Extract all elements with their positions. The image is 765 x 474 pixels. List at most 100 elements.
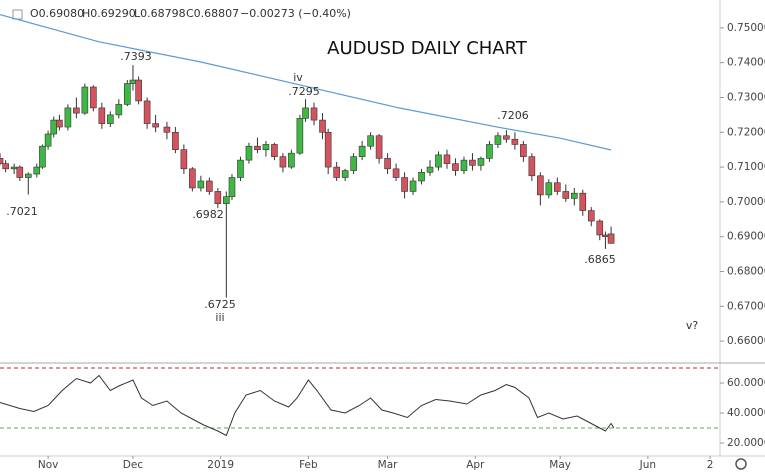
annotation: .6725 [204, 298, 236, 311]
x-tick-label: Nov [38, 459, 59, 471]
candle-body [152, 123, 159, 128]
candle-body [418, 171, 425, 182]
candle-body [341, 170, 349, 178]
candle-body [143, 100, 151, 124]
x-tick-label: 2019 [207, 459, 234, 471]
x-tick-label: Jun [639, 459, 656, 471]
annotation: .7295 [288, 85, 320, 98]
candle-body [279, 156, 287, 168]
ohlc-label: O0.69080 [30, 7, 84, 20]
candle-body [319, 119, 326, 133]
candle-body [115, 104, 123, 116]
candle-body [528, 156, 536, 177]
annotation: .6865 [584, 253, 616, 266]
annotation: iii [215, 311, 224, 324]
candle-body [571, 192, 578, 199]
candle-body [494, 135, 502, 145]
candle-body [607, 233, 615, 244]
candle-body [189, 168, 196, 189]
candle-body [520, 144, 527, 157]
candle-body [33, 166, 41, 175]
candle-body [24, 173, 32, 178]
candle-body [64, 107, 72, 128]
x-tick-label: Feb [299, 459, 318, 471]
candle-body [375, 135, 383, 159]
ohlc-label: L0.68798 [134, 7, 186, 20]
settings-icon[interactable] [735, 458, 747, 470]
candle-body [206, 180, 213, 192]
candle-body [460, 159, 468, 171]
candle-body [237, 159, 244, 178]
annotation: .7393 [120, 50, 152, 63]
candle-body [358, 145, 366, 157]
candle-body [288, 152, 295, 168]
candle-body [197, 180, 205, 189]
ohlc-label: H0.69290 [82, 7, 136, 20]
annotation: v? [686, 319, 699, 332]
candle-body [554, 182, 561, 192]
candle-body [245, 145, 253, 161]
candle-body [81, 86, 89, 114]
candle-body [503, 135, 510, 140]
candle-body [223, 196, 230, 204]
candle-body [16, 166, 24, 178]
candle-body [2, 163, 9, 170]
y-tick-label: 0.75000 [727, 22, 765, 34]
candle-body [409, 180, 417, 192]
candle-body [579, 192, 587, 211]
candle-body [44, 133, 52, 147]
candle-body [426, 166, 434, 173]
candle-body [214, 191, 222, 204]
annotation: iv [293, 71, 303, 84]
candle-body [435, 154, 442, 168]
candle-body [129, 79, 137, 84]
annotation: .6982 [192, 208, 224, 221]
candle-body [324, 131, 332, 168]
settings-gear[interactable] [735, 458, 747, 470]
candle-body [545, 182, 553, 196]
ohlc-label: C0.68807 [186, 7, 239, 20]
candle-body [392, 168, 400, 178]
candle-body [587, 210, 595, 222]
candle-body [333, 166, 340, 178]
candle-body [56, 119, 63, 128]
candle-body [73, 107, 80, 114]
candle-body [0, 158, 4, 164]
chart-title: AUDUSD DAILY CHART [327, 38, 528, 59]
candle-body [511, 138, 519, 145]
candle-body [180, 149, 188, 170]
candle-body [296, 118, 304, 154]
candle-body [537, 175, 544, 196]
candle-body [135, 79, 142, 102]
x-tick-label: May [549, 459, 571, 471]
rsi-line [0, 374, 615, 437]
ohlc-label: −0.00273 (−0.40%) [240, 7, 351, 20]
x-tick-label: Dec [123, 459, 144, 471]
candle-body [90, 86, 97, 109]
candle-body [477, 158, 485, 166]
candle-body [310, 107, 318, 121]
candle-body [562, 191, 570, 199]
candle-body [39, 145, 46, 168]
x-tick-label: Mar [378, 459, 398, 471]
candle-body [401, 177, 408, 192]
candle-body [254, 145, 261, 150]
candle-body [124, 83, 131, 105]
annotation: .7021 [6, 205, 38, 218]
annotation: .7206 [497, 109, 529, 122]
candle-body [486, 144, 493, 159]
candle-body [596, 220, 604, 236]
candle-body [10, 166, 18, 170]
candle-body [98, 107, 106, 124]
